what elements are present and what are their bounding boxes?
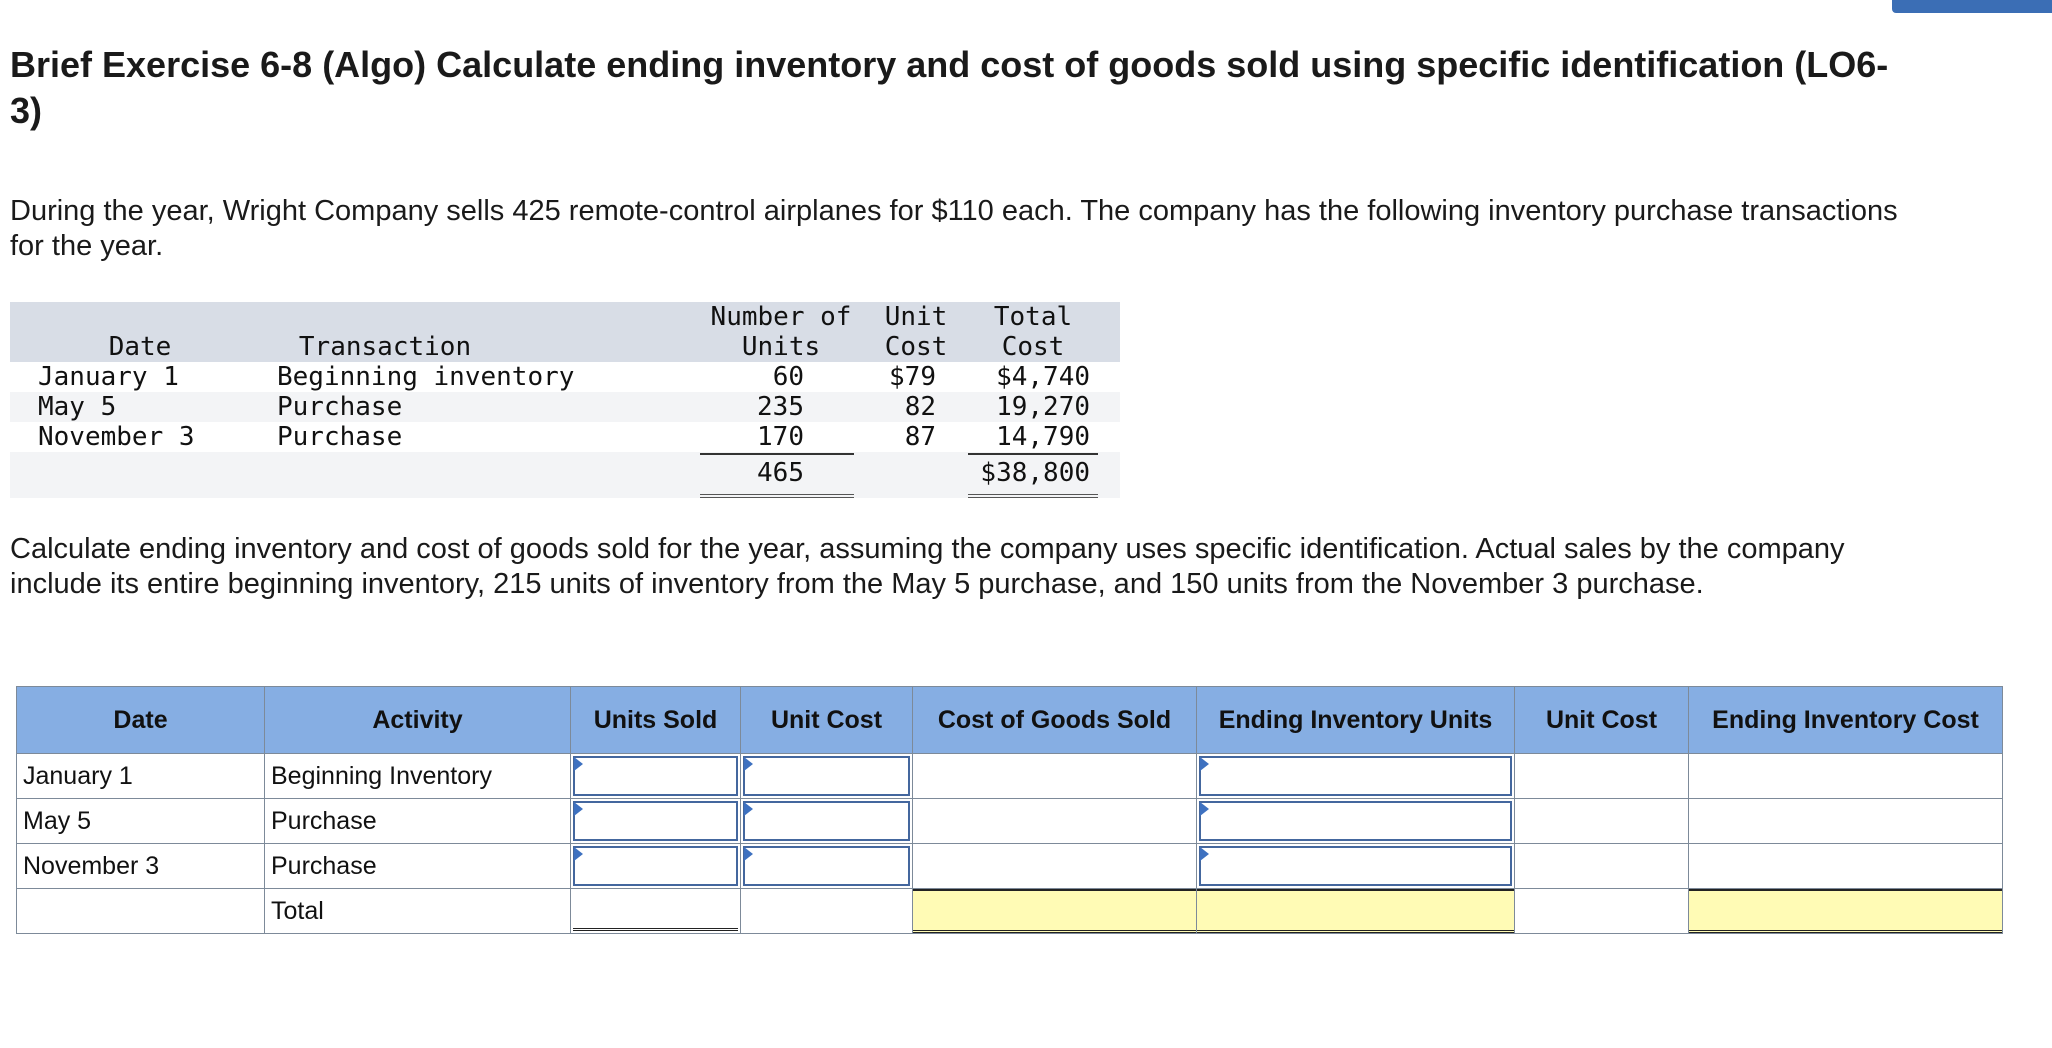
- unit-cost-sold-input[interactable]: [743, 756, 910, 796]
- given-header-total-cost-1: Total: [993, 302, 1073, 332]
- header-cost-of-goods-sold: Cost of Goods Sold: [912, 686, 1197, 754]
- instructions-paragraph: Calculate ending inventory and cost of g…: [10, 533, 1845, 600]
- header-unit-cost-sold: Unit Cost: [740, 686, 913, 754]
- cost-of-goods-sold-cell: [912, 843, 1197, 889]
- exercise-title: Brief Exercise 6-8 (Algo) Calculate endi…: [10, 44, 1889, 131]
- units-sold-cell: [570, 753, 741, 799]
- top-accent-bar: [1892, 0, 2052, 13]
- given-row-units: 235: [757, 392, 804, 422]
- total-cost-of-goods-sold-cell[interactable]: [912, 888, 1197, 934]
- given-table-header-bg: [10, 302, 1120, 362]
- table-row-total: Total: [16, 888, 2003, 934]
- ending-inventory-units-input[interactable]: [1199, 801, 1512, 841]
- header-ending-inventory-cost: Ending Inventory Cost: [1688, 686, 2003, 754]
- given-row-total-cost: $4,740: [996, 362, 1090, 392]
- header-activity: Activity: [264, 686, 571, 754]
- answer-table: Date Activity Units Sold Unit Cost Cost …: [16, 686, 2003, 934]
- given-header-transaction: Transaction: [298, 332, 472, 362]
- given-row-transaction: Beginning inventory: [277, 362, 575, 392]
- unit-cost-ending-cell: [1514, 798, 1689, 844]
- unit-cost-sold-input[interactable]: [743, 846, 910, 886]
- ending-inventory-cost-cell: [1688, 798, 2003, 844]
- input-marker-icon: [1200, 847, 1209, 861]
- units-sold-input[interactable]: [573, 801, 738, 841]
- units-sold-input[interactable]: [573, 846, 738, 886]
- given-row-date: November 3: [38, 422, 195, 452]
- total-ending-inventory-cost-cell[interactable]: [1688, 888, 2003, 934]
- given-header-unit-cost-2: Cost: [884, 332, 948, 362]
- input-marker-icon: [574, 802, 583, 816]
- row-date: November 3: [16, 843, 265, 889]
- total-ending-inventory-units-cell[interactable]: [1196, 888, 1515, 934]
- cost-subtotal-line: [968, 453, 1098, 455]
- table-row: November 3 Purchase: [16, 843, 2003, 889]
- given-header-units-2: Units: [741, 332, 821, 362]
- header-units-sold: Units Sold: [570, 686, 741, 754]
- table-row: January 1 Beginning Inventory: [16, 753, 2003, 799]
- given-row-transaction: Purchase: [277, 392, 403, 422]
- row-activity-total: Total: [264, 888, 571, 934]
- given-header-unit-cost-1: Unit: [884, 302, 948, 332]
- input-marker-icon: [744, 757, 753, 771]
- given-row-units: 60: [772, 362, 804, 392]
- ending-inventory-units-input[interactable]: [1199, 846, 1512, 886]
- given-row-date: May 5: [38, 392, 117, 422]
- given-row-unit-cost: 82: [904, 392, 936, 422]
- row-date: May 5: [16, 798, 265, 844]
- given-row-date: January 1: [38, 362, 179, 392]
- unit-cost-ending-cell: [1514, 843, 1689, 889]
- row-activity: Purchase: [264, 843, 571, 889]
- row-date: January 1: [16, 753, 265, 799]
- intro-paragraph: During the year, Wright Company sells 42…: [10, 195, 1898, 262]
- total-units-sold-cell[interactable]: [570, 888, 741, 934]
- total-unit-cost-sold-cell: [740, 888, 913, 934]
- cost-of-goods-sold-cell: [912, 753, 1197, 799]
- given-row-total-cost: 19,270: [996, 392, 1090, 422]
- given-header-units-1: Number of: [710, 302, 852, 332]
- given-row-units: 170: [757, 422, 804, 452]
- input-marker-icon: [1200, 757, 1209, 771]
- input-marker-icon: [1200, 802, 1209, 816]
- given-header-total-cost-2: Cost: [1001, 332, 1065, 362]
- given-row-unit-cost: $79: [889, 362, 936, 392]
- table-row: May 5 Purchase: [16, 798, 2003, 844]
- cost-of-goods-sold-cell: [912, 798, 1197, 844]
- cost-total-double-line: [968, 494, 1098, 498]
- header-ending-inventory-units: Ending Inventory Units: [1196, 686, 1515, 754]
- units-total-double-line: [700, 494, 854, 498]
- units-subtotal-line: [700, 453, 854, 455]
- ending-inventory-units-input[interactable]: [1199, 756, 1512, 796]
- unit-cost-sold-input[interactable]: [743, 801, 910, 841]
- units-sold-input[interactable]: [573, 756, 738, 796]
- ending-inventory-units-cell: [1196, 753, 1515, 799]
- given-row-unit-cost: 87: [904, 422, 936, 452]
- total-unit-cost-ending-cell: [1514, 888, 1689, 934]
- given-row-transaction: Purchase: [277, 422, 403, 452]
- ending-inventory-cost-cell: [1688, 843, 2003, 889]
- ending-inventory-units-cell: [1196, 798, 1515, 844]
- unit-cost-sold-cell: [740, 753, 913, 799]
- ending-inventory-cost-cell: [1688, 753, 2003, 799]
- given-total-cost: $38,800: [980, 458, 1090, 488]
- given-header-date: Date: [108, 332, 172, 362]
- input-marker-icon: [574, 757, 583, 771]
- input-marker-icon: [744, 847, 753, 861]
- header-date: Date: [16, 686, 265, 754]
- unit-cost-ending-cell: [1514, 753, 1689, 799]
- input-marker-icon: [574, 847, 583, 861]
- given-row-total-cost: 14,790: [996, 422, 1090, 452]
- unit-cost-sold-cell: [740, 798, 913, 844]
- given-total-units: 465: [757, 458, 804, 488]
- input-marker-icon: [744, 802, 753, 816]
- row-date: [16, 888, 265, 934]
- row-activity: Beginning Inventory: [264, 753, 571, 799]
- units-sold-cell: [570, 843, 741, 889]
- units-sold-cell: [570, 798, 741, 844]
- ending-inventory-units-cell: [1196, 843, 1515, 889]
- row-activity: Purchase: [264, 798, 571, 844]
- header-unit-cost-ending: Unit Cost: [1514, 686, 1689, 754]
- unit-cost-sold-cell: [740, 843, 913, 889]
